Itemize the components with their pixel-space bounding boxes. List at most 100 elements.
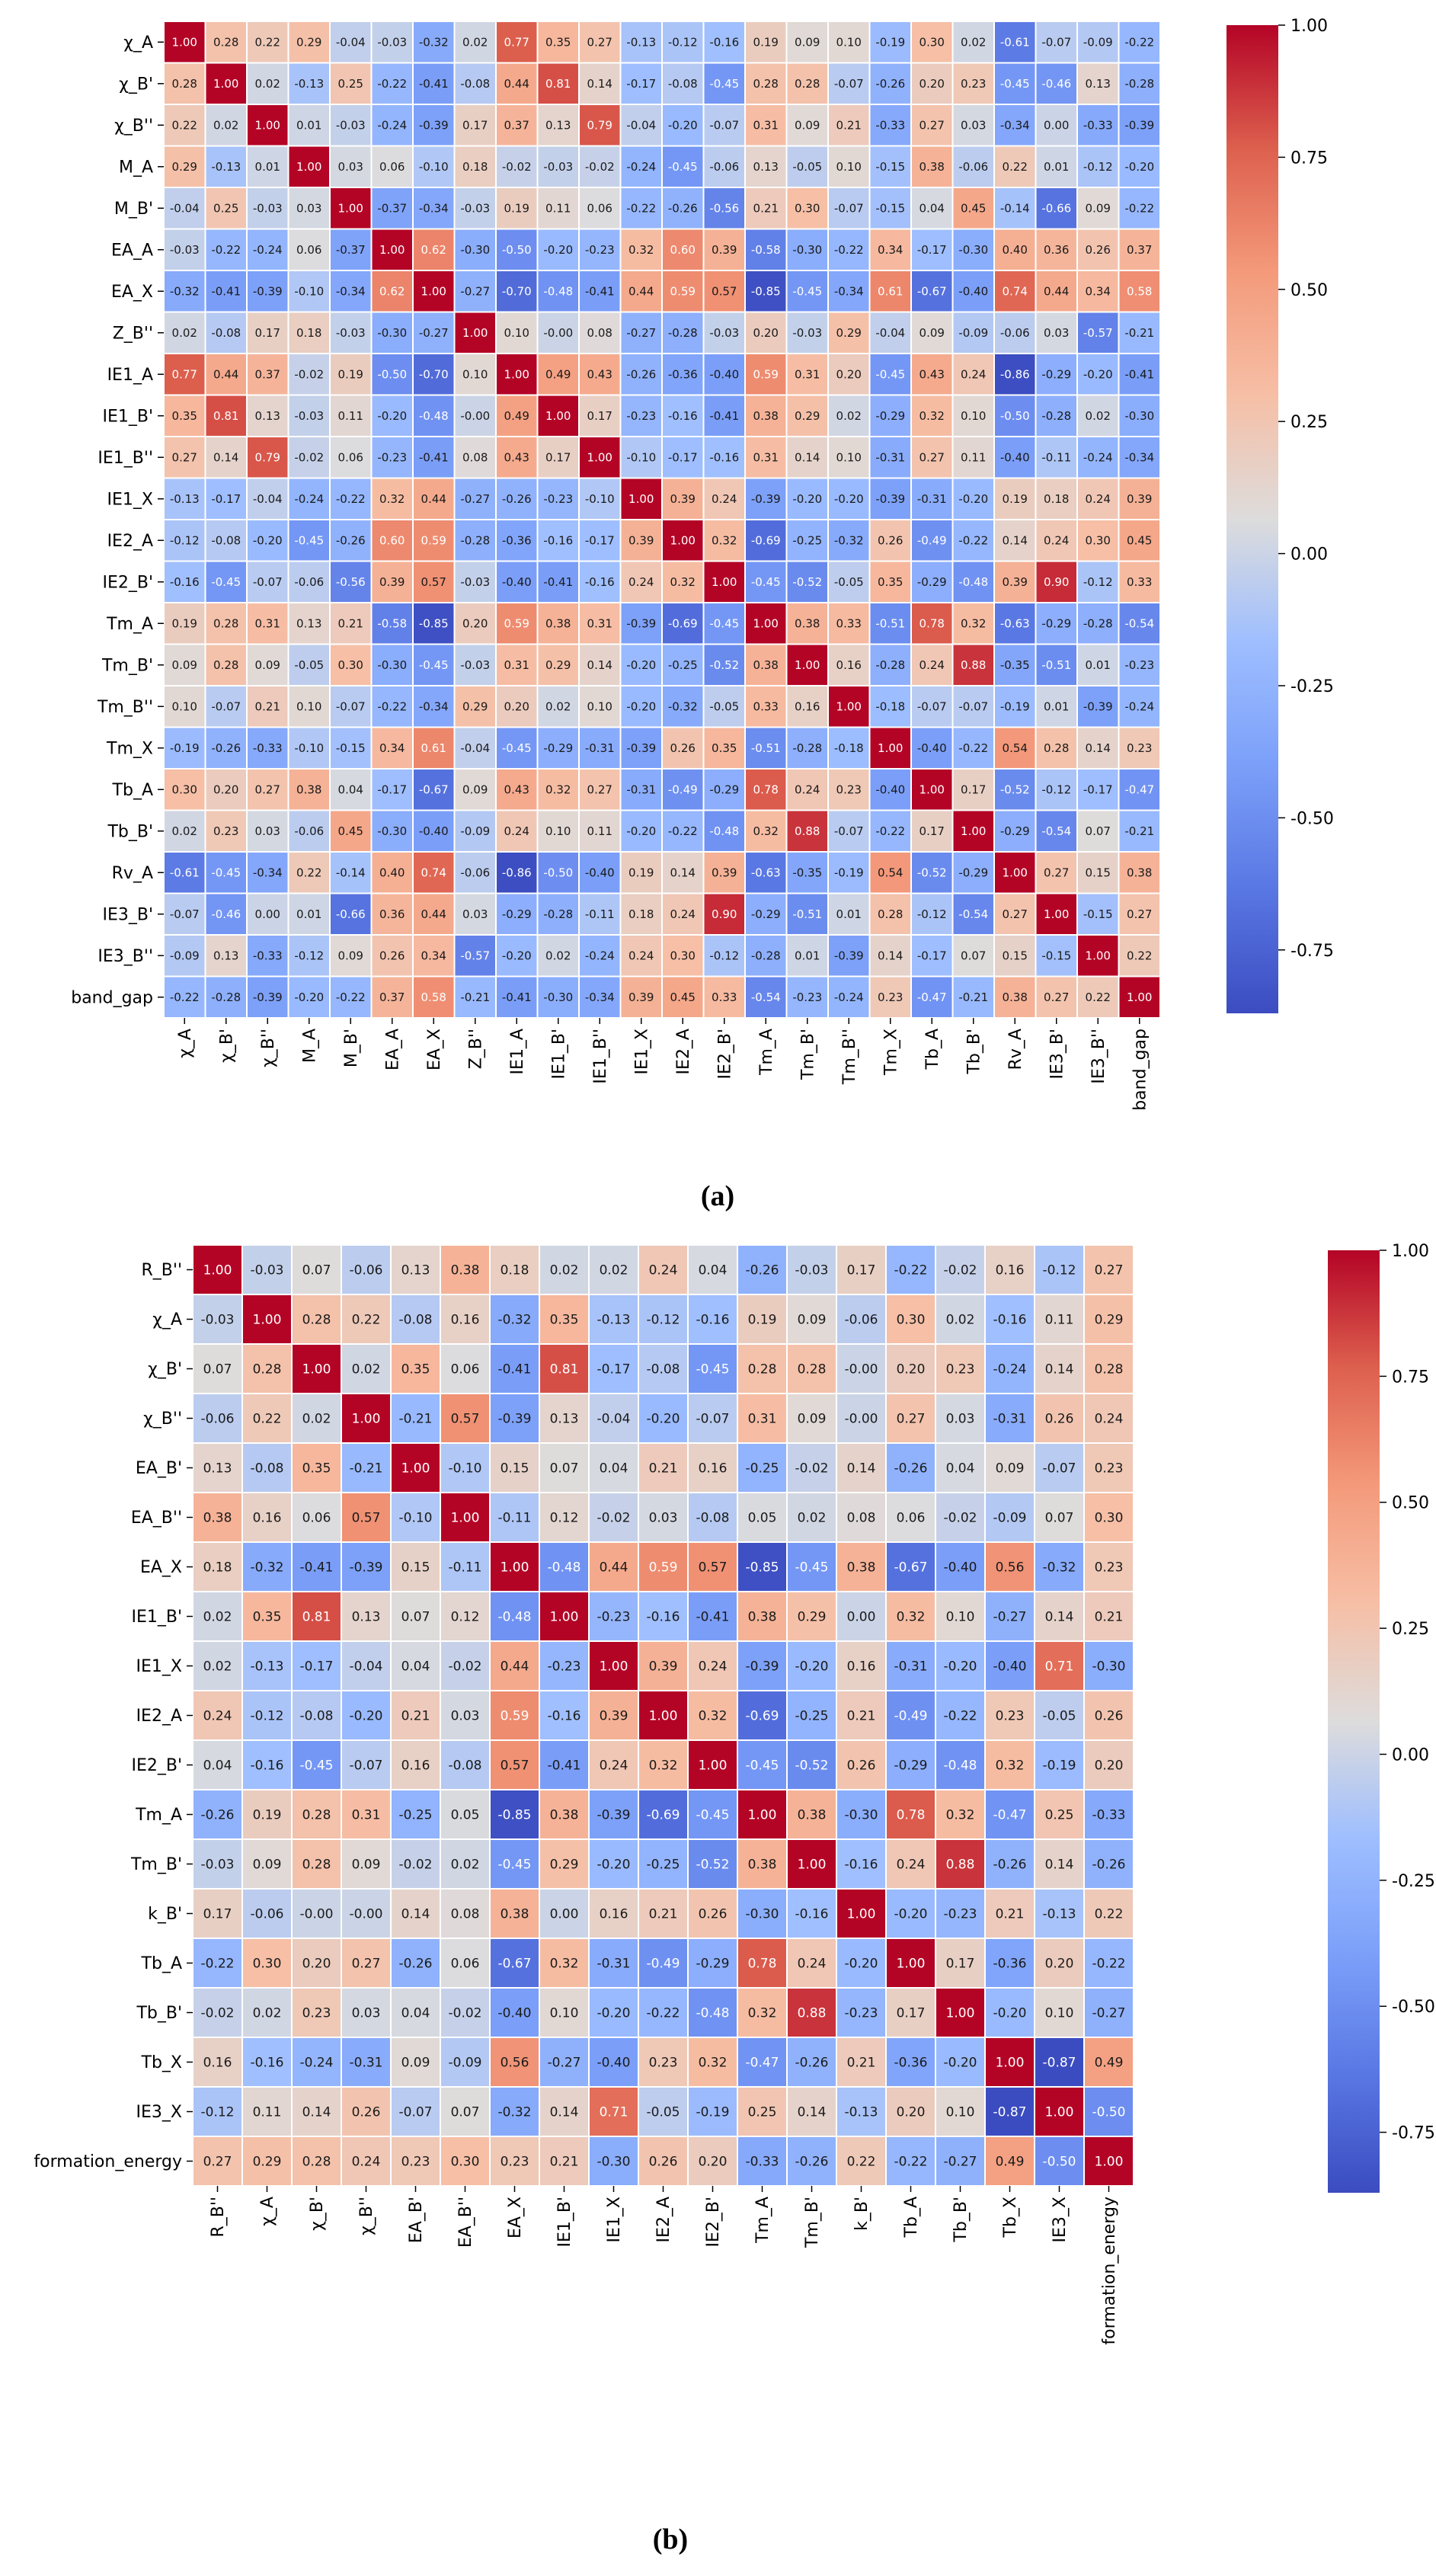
cell-label-7-4: -0.03	[336, 326, 366, 340]
cell-label-11-0: -0.13	[170, 492, 200, 506]
cell-label-10-14: 0.31	[753, 451, 779, 465]
cell-12-14	[744, 519, 788, 562]
colorbar-tick-label-2: 0.50	[1392, 1494, 1429, 1513]
col-label-20: Rv_A	[1006, 1029, 1025, 1070]
cell-label-20-23: 0.38	[1127, 866, 1152, 880]
cell-6-2	[291, 1541, 342, 1592]
row-label-1: χ_B'	[119, 75, 153, 94]
cell-label-14-12: 0.24	[798, 1957, 827, 1972]
cell-label-5-12: 0.60	[670, 243, 696, 257]
cell-label-4-9: 0.21	[649, 1461, 678, 1477]
cell-label-2-5: -0.24	[377, 119, 407, 133]
cell-6-10	[578, 270, 622, 313]
cell-label-14-15: 0.38	[795, 617, 820, 631]
cell-label-19-14: 0.32	[753, 824, 779, 838]
cell-label-18-5: -0.17	[377, 783, 407, 797]
cell-label-7-1: 0.35	[253, 1610, 282, 1625]
cell-label-12-0: -0.03	[201, 1858, 235, 1873]
cell-label-0-1: -0.03	[251, 1263, 284, 1278]
cell-label-1-11: -0.17	[626, 77, 656, 91]
cell-label-21-16: 0.01	[836, 907, 862, 921]
cell-13-4	[390, 1888, 441, 1939]
cell-label-4-16: 0.09	[996, 1461, 1025, 1477]
cell-label-12-16: -0.32	[834, 534, 864, 548]
cell-label-13-13: 1.00	[712, 575, 737, 589]
cell-label-4-17: -0.15	[875, 202, 905, 216]
cell-label-23-21: 0.27	[1044, 990, 1069, 1004]
cell-label-3-21: 0.01	[1044, 160, 1069, 174]
cell-label-12-15: 0.88	[946, 1858, 975, 1873]
cell-label-6-20: 0.74	[1003, 285, 1028, 299]
cell-12-10	[687, 1838, 738, 1890]
cell-label-8-13: -0.40	[709, 368, 739, 382]
cell-label-13-3: -0.00	[350, 1907, 383, 1922]
cell-label-20-18: -0.52	[917, 866, 947, 880]
cell-23-2	[246, 975, 289, 1019]
cell-label-0-12: -0.12	[668, 36, 698, 50]
cell-0-7	[539, 1244, 590, 1295]
cell-label-9-7: -0.00	[460, 409, 490, 423]
cell-16-8	[495, 685, 539, 728]
cell-label-7-9: -0.00	[543, 326, 573, 340]
cell-label-10-10: 1.00	[587, 451, 612, 465]
row-label-16: Tb_X	[141, 2053, 182, 2072]
cell-label-15-2: 0.09	[255, 658, 280, 672]
cell-label-12-23: 0.45	[1127, 534, 1152, 548]
cell-label-14-7: 0.20	[462, 617, 488, 631]
cell-label-7-19: -0.09	[958, 326, 988, 340]
cell-label-5-4: -0.37	[336, 243, 366, 257]
cell-label-15-16: -0.20	[993, 2006, 1027, 2021]
cell-0-13	[836, 1244, 887, 1295]
cell-label-18-4: 0.04	[338, 783, 363, 797]
cell-label-7-23: -0.21	[1124, 326, 1154, 340]
cell-label-10-3: -0.02	[294, 451, 324, 465]
cell-22-19	[951, 934, 995, 978]
row-label-2: χ_B'	[148, 1360, 182, 1379]
cell-label-17-9: -0.05	[647, 2105, 680, 2120]
cell-19-22	[1076, 809, 1120, 853]
cell-label-11-8: -0.26	[502, 492, 532, 506]
cell-18-7	[453, 768, 497, 811]
cell-label-18-18: 1.00	[919, 783, 945, 797]
cell-label-6-2: -0.39	[253, 285, 283, 299]
cell-3-18	[910, 145, 954, 188]
cell-label-8-8: 1.00	[600, 1659, 628, 1675]
cell-12-9	[536, 519, 580, 562]
cell-label-13-6: 0.38	[501, 1907, 529, 1922]
cell-1-6	[412, 62, 456, 105]
cell-19-7	[453, 809, 497, 853]
cell-label-12-2: -0.20	[253, 534, 283, 548]
cell-label-21-6: 0.44	[421, 907, 446, 921]
cell-12-6	[489, 1838, 540, 1890]
cell-label-3-2: 0.02	[302, 1412, 331, 1427]
cell-18-6	[412, 768, 456, 811]
cell-label-2-14: 0.20	[897, 1362, 926, 1378]
cell-label-1-10: 0.14	[587, 77, 612, 91]
cell-0-17	[1034, 1244, 1085, 1295]
cell-22-20	[993, 934, 1037, 978]
cell-label-1-22: 0.13	[1086, 77, 1111, 91]
cell-label-15-4: 0.04	[401, 2006, 430, 2021]
cell-1-11	[619, 62, 663, 105]
cell-11-13	[702, 477, 746, 520]
cell-label-16-15: -0.20	[944, 2056, 977, 2071]
cell-label-15-15: 1.00	[946, 2006, 975, 2021]
cell-label-14-1: 0.28	[213, 617, 238, 631]
cell-label-0-5: 0.38	[451, 1263, 480, 1278]
cell-label-5-18: -0.17	[917, 243, 947, 257]
cell-9-12	[661, 394, 705, 437]
cell-8-4	[329, 353, 373, 396]
cell-label-21-3: 0.01	[296, 907, 321, 921]
cell-21-2	[246, 892, 289, 936]
cell-5-16	[984, 1492, 1035, 1543]
cell-label-15-3: -0.05	[294, 658, 324, 672]
cell-label-8-10: 0.43	[587, 368, 612, 382]
cell-label-7-3: 0.13	[352, 1610, 381, 1625]
cell-15-14	[744, 643, 788, 686]
cell-label-14-11: -0.39	[626, 617, 656, 631]
cell-label-15-9: 0.29	[545, 658, 571, 672]
cell-23-21	[1035, 975, 1078, 1019]
cell-22-3	[287, 934, 331, 978]
cell-label-1-21: -0.46	[1041, 77, 1071, 91]
cell-label-8-0: 0.77	[172, 368, 197, 382]
